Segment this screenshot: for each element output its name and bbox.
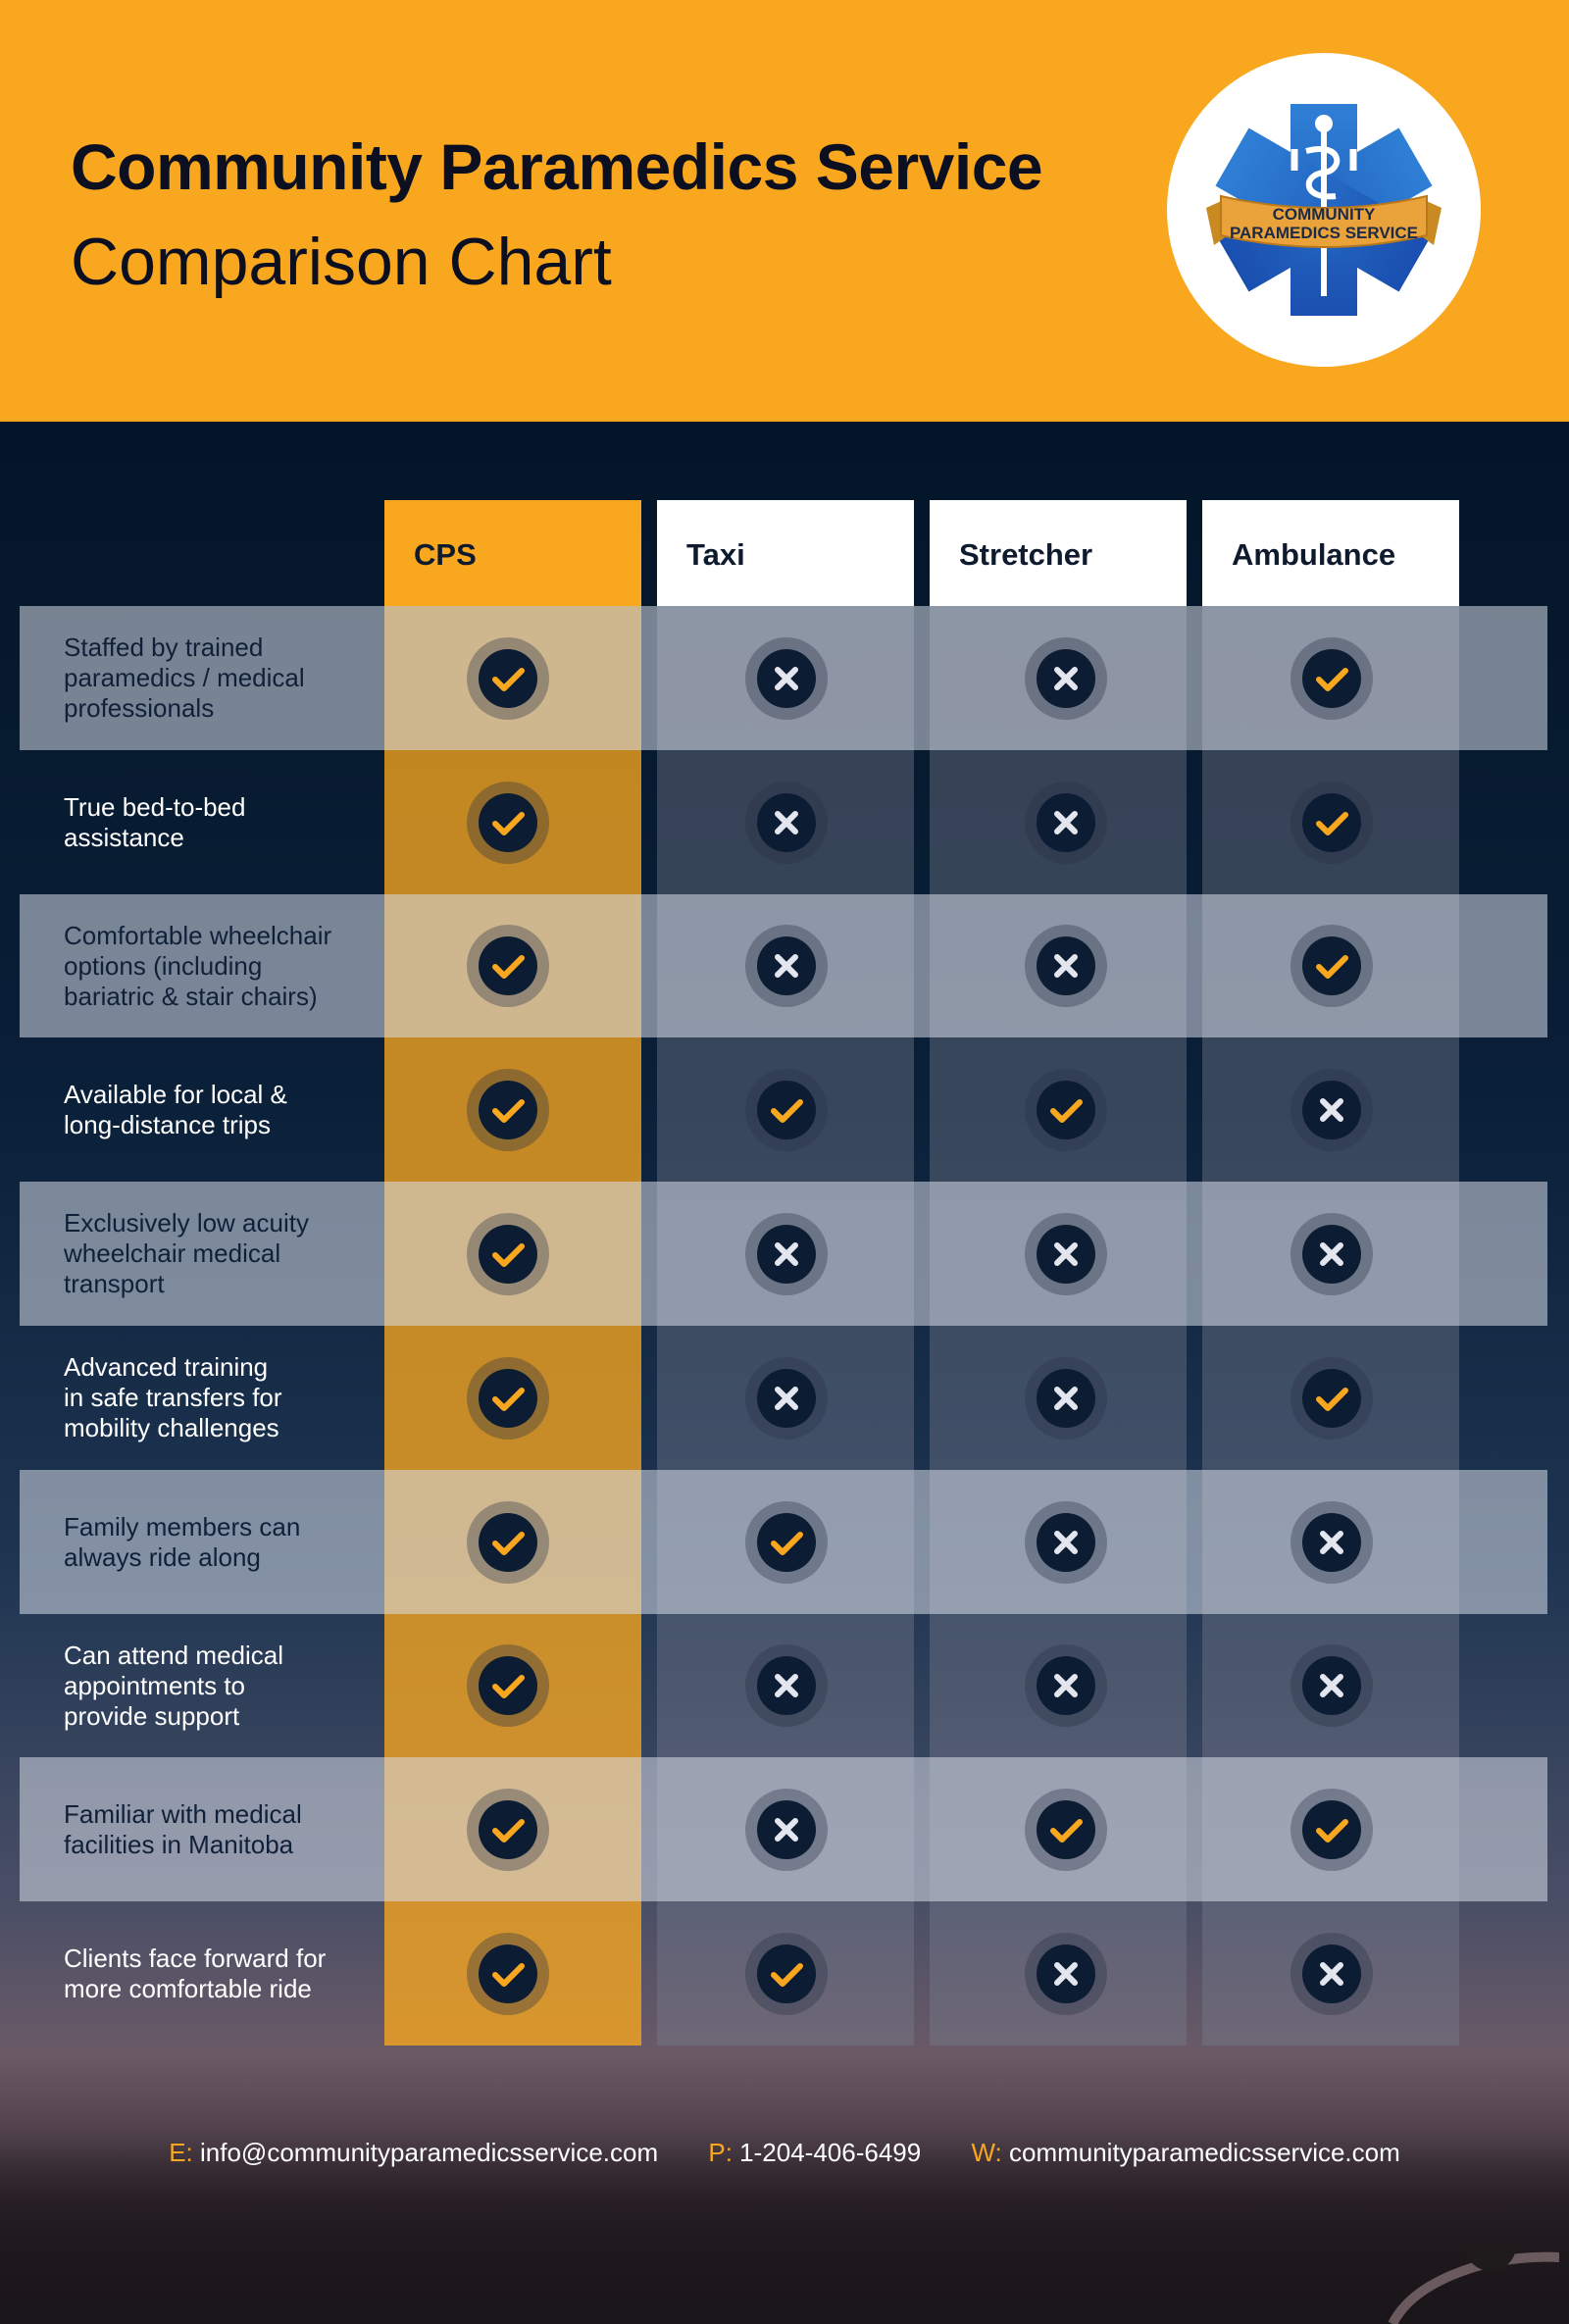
x-mark-icon (1024, 1643, 1108, 1728)
x-mark-icon (1024, 781, 1108, 865)
checkmark-icon (466, 636, 550, 721)
column-header-stretcher: Stretcher (930, 500, 1187, 606)
table-row: Familiar with medical facilities in Mani… (20, 1757, 1547, 1901)
row-label: Exclusively low acuity wheelchair medica… (64, 1208, 309, 1298)
header-banner: Community Paramedics Service Comparison … (0, 0, 1569, 422)
x-mark-icon (744, 781, 829, 865)
checkmark-icon (1290, 1788, 1374, 1872)
row-label: True bed-to-bed assistance (64, 792, 246, 852)
checkmark-icon (466, 1788, 550, 1872)
checkmark-icon (466, 781, 550, 865)
footer-website[interactable]: W: communityparamedicsservice.com (971, 2138, 1400, 2167)
footer-phone[interactable]: P: 1-204-406-6499 (708, 2138, 922, 2167)
checkmark-icon (466, 1932, 550, 2016)
checkmark-icon (1290, 781, 1374, 865)
logo: COMMUNITY PARAMEDICS SERVICE (1167, 53, 1481, 367)
checkmark-icon (1024, 1068, 1108, 1152)
column-header-cps: CPS (384, 500, 641, 606)
row-label: Advanced training in safe transfers for … (64, 1352, 282, 1442)
checkmark-icon (744, 1068, 829, 1152)
checkmark-icon (466, 1356, 550, 1440)
checkmark-icon (466, 1068, 550, 1152)
page-subtitle: Comparison Chart (71, 225, 612, 299)
x-mark-icon (744, 1356, 829, 1440)
table-row: Clients face forward for more comfortabl… (20, 1901, 1547, 2046)
x-mark-icon (1024, 924, 1108, 1008)
road-illustration (1388, 2246, 1559, 2324)
footer-contact: E: info@communityparamedicsservice.com P… (0, 2138, 1569, 2168)
row-label: Comfortable wheelchair options (includin… (64, 921, 332, 1011)
x-mark-icon (1024, 1500, 1108, 1585)
checkmark-icon (466, 1500, 550, 1585)
column-header-taxi: Taxi (657, 500, 914, 606)
table-row: Available for local & long-distance trip… (20, 1037, 1547, 1182)
table-row: True bed-to-bed assistance (20, 750, 1547, 894)
row-label: Family members can always ride along (64, 1512, 301, 1572)
field-landscape (0, 2138, 1569, 2324)
x-mark-icon (1290, 1500, 1374, 1585)
x-mark-icon (744, 1643, 829, 1728)
footer-email[interactable]: E: info@communityparamedicsservice.com (169, 2138, 659, 2167)
table-row: Advanced training in safe transfers for … (20, 1326, 1547, 1470)
checkmark-icon (1024, 1788, 1108, 1872)
row-label: Can attend medical appointments to provi… (64, 1641, 284, 1731)
row-label: Available for local & long-distance trip… (64, 1080, 287, 1139)
page-title: Community Paramedics Service (71, 130, 1043, 203)
checkmark-icon (744, 1932, 829, 2016)
column-header-ambulance: Ambulance (1202, 500, 1459, 606)
row-label: Clients face forward for more comfortabl… (64, 1944, 327, 2003)
x-mark-icon (1024, 636, 1108, 721)
x-mark-icon (1024, 1932, 1108, 2016)
x-mark-icon (744, 1212, 829, 1296)
x-mark-icon (1024, 1212, 1108, 1296)
svg-text:PARAMEDICS SERVICE: PARAMEDICS SERVICE (1230, 224, 1418, 242)
star-of-life-icon: COMMUNITY PARAMEDICS SERVICE (1206, 104, 1442, 316)
checkmark-icon (744, 1500, 829, 1585)
table-row: Can attend medical appointments to provi… (20, 1614, 1547, 1757)
x-mark-icon (1290, 1932, 1374, 2016)
checkmark-icon (1290, 1356, 1374, 1440)
x-mark-icon (1024, 1356, 1108, 1440)
x-mark-icon (744, 1788, 829, 1872)
x-mark-icon (744, 924, 829, 1008)
checkmark-icon (466, 1643, 550, 1728)
x-mark-icon (1290, 1643, 1374, 1728)
row-label: Familiar with medical facilities in Mani… (64, 1799, 302, 1859)
checkmark-icon (466, 924, 550, 1008)
row-label: Staffed by trained paramedics / medical … (64, 632, 305, 723)
checkmark-icon (1290, 636, 1374, 721)
checkmark-icon (1290, 924, 1374, 1008)
checkmark-icon (466, 1212, 550, 1296)
x-mark-icon (1290, 1068, 1374, 1152)
svg-text:COMMUNITY: COMMUNITY (1273, 205, 1376, 224)
x-mark-icon (1290, 1212, 1374, 1296)
x-mark-icon (744, 636, 829, 721)
